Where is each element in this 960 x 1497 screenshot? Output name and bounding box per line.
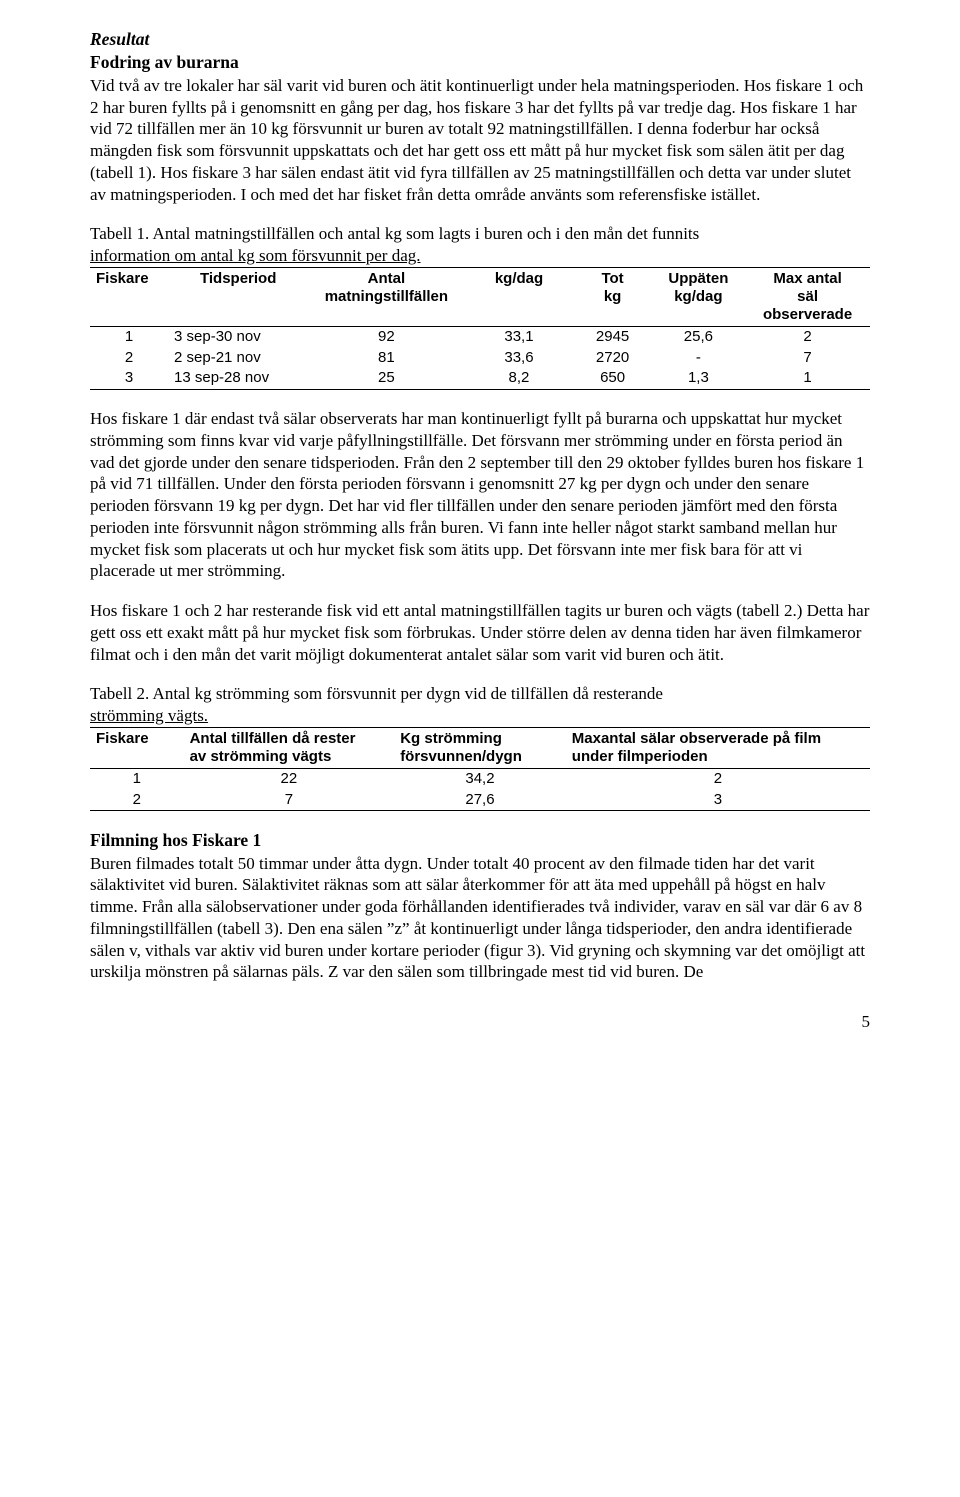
t1-h-fiskare: Fiskare — [90, 267, 168, 326]
t2-h-antal: Antal tillfällen då rester av strömming … — [184, 727, 395, 768]
t1-r2-c3: 25 — [308, 368, 464, 389]
t1-r2-c7: 1 — [745, 368, 870, 389]
t1-h-totkg: Tot kg — [574, 267, 652, 326]
t1-h-antal-b: matningstillfällen — [325, 288, 448, 305]
t1-h-uppaten-a: Uppäten — [668, 270, 728, 287]
table2-caption-plain: Tabell 2. Antal kg strömming som försvun… — [90, 684, 663, 703]
t1-r1-c5: 2720 — [574, 348, 652, 369]
sub-heading-filmning: Filmning hos Fiskare 1 — [90, 829, 870, 851]
t1-r1-c2: 2 sep-21 nov — [168, 348, 308, 369]
table1-caption-plain: Tabell 1. Antal matningstillfällen och a… — [90, 224, 699, 243]
t1-h-uppaten-b: kg/dag — [674, 288, 722, 305]
t1-h-kgdag: kg/dag — [464, 267, 573, 326]
table1-caption: Tabell 1. Antal matningstillfällen och a… — [90, 223, 870, 267]
t2-r1-c1: 2 — [90, 790, 184, 811]
t1-h-antal: Antal matningstillfällen — [308, 267, 464, 326]
table-row: 3 13 sep-28 nov 25 8,2 650 1,3 1 — [90, 368, 870, 389]
table2-header-row: Fiskare Antal tillfällen då rester av st… — [90, 727, 870, 768]
table2-caption-underline: strömming vägts. — [90, 706, 208, 725]
t2-h-kg: Kg strömming försvunnen/dygn — [394, 727, 566, 768]
t1-h-maxsal-a: Max antal — [773, 270, 841, 287]
table1-header-row: Fiskare Tidsperiod Antal matningstillfäl… — [90, 267, 870, 326]
table-row: 1 3 sep-30 nov 92 33,1 2945 25,6 2 — [90, 326, 870, 347]
t1-h-uppaten: Uppäten kg/dag — [652, 267, 746, 326]
t1-r2-c4: 8,2 — [464, 368, 573, 389]
sub-heading-fodring: Fodring av burarna — [90, 51, 870, 73]
t2-h-antal-a: Antal tillfällen då rester — [190, 730, 356, 747]
t1-h-antal-a: Antal — [368, 270, 406, 287]
table-2: Fiskare Antal tillfällen då rester av st… — [90, 727, 870, 812]
t1-r2-c2: 13 sep-28 nov — [168, 368, 308, 389]
paragraph-3: Hos fiskare 1 och 2 har resterande fisk … — [90, 600, 870, 665]
t2-h-max-a: Maxantal sälar observerade på film — [572, 730, 821, 747]
t1-h-maxsal-b: säl — [797, 288, 818, 305]
paragraph-4: Buren filmades totalt 50 timmar under åt… — [90, 853, 870, 984]
t2-r1-c4: 3 — [566, 790, 870, 811]
table1-caption-underline: information om antal kg som försvunnit p… — [90, 246, 421, 265]
t1-r0-c3: 92 — [308, 326, 464, 347]
table-row: 2 7 27,6 3 — [90, 790, 870, 811]
t1-r1-c7: 7 — [745, 348, 870, 369]
t1-h-maxsal: Max antal säl observerade — [745, 267, 870, 326]
t1-h-totkg-b: kg — [604, 288, 622, 305]
table-row: 1 22 34,2 2 — [90, 768, 870, 789]
t1-r1-c1: 2 — [90, 348, 168, 369]
t2-r1-c2: 7 — [184, 790, 395, 811]
table-row: 2 2 sep-21 nov 81 33,6 2720 - 7 — [90, 348, 870, 369]
t1-r2-c1: 3 — [90, 368, 168, 389]
paragraph-2: Hos fiskare 1 där endast två sälar obser… — [90, 408, 870, 582]
page-number: 5 — [90, 1011, 870, 1033]
t2-r0-c2: 22 — [184, 768, 395, 789]
t1-r0-c6: 25,6 — [652, 326, 746, 347]
t2-h-fiskare: Fiskare — [90, 727, 184, 768]
t2-h-kg-b: försvunnen/dygn — [400, 748, 522, 765]
t1-h-totkg-a: Tot — [601, 270, 623, 287]
t1-r0-c1: 1 — [90, 326, 168, 347]
t2-h-max: Maxantal sälar observerade på film under… — [566, 727, 870, 768]
t1-r0-c2: 3 sep-30 nov — [168, 326, 308, 347]
t1-r2-c6: 1,3 — [652, 368, 746, 389]
t1-r2-c5: 650 — [574, 368, 652, 389]
t2-h-kg-a: Kg strömming — [400, 730, 502, 747]
t2-r1-c3: 27,6 — [394, 790, 566, 811]
t1-h-maxsal-c: observerade — [763, 306, 852, 323]
t2-h-antal-b: av strömming vägts — [190, 748, 332, 765]
t1-r0-c4: 33,1 — [464, 326, 573, 347]
paragraph-1: Vid två av tre lokaler har säl varit vid… — [90, 75, 870, 206]
t1-r1-c4: 33,6 — [464, 348, 573, 369]
section-heading-resultat: Resultat — [90, 28, 870, 50]
t1-r0-c5: 2945 — [574, 326, 652, 347]
t1-h-tidsperiod: Tidsperiod — [168, 267, 308, 326]
t1-r1-c6: - — [652, 348, 746, 369]
t2-h-max-b: under filmperioden — [572, 748, 708, 765]
t2-r0-c3: 34,2 — [394, 768, 566, 789]
table-1: Fiskare Tidsperiod Antal matningstillfäl… — [90, 267, 870, 390]
t1-r0-c7: 2 — [745, 326, 870, 347]
t2-r0-c1: 1 — [90, 768, 184, 789]
t1-r1-c3: 81 — [308, 348, 464, 369]
table2-caption: Tabell 2. Antal kg strömming som försvun… — [90, 683, 870, 727]
t2-r0-c4: 2 — [566, 768, 870, 789]
